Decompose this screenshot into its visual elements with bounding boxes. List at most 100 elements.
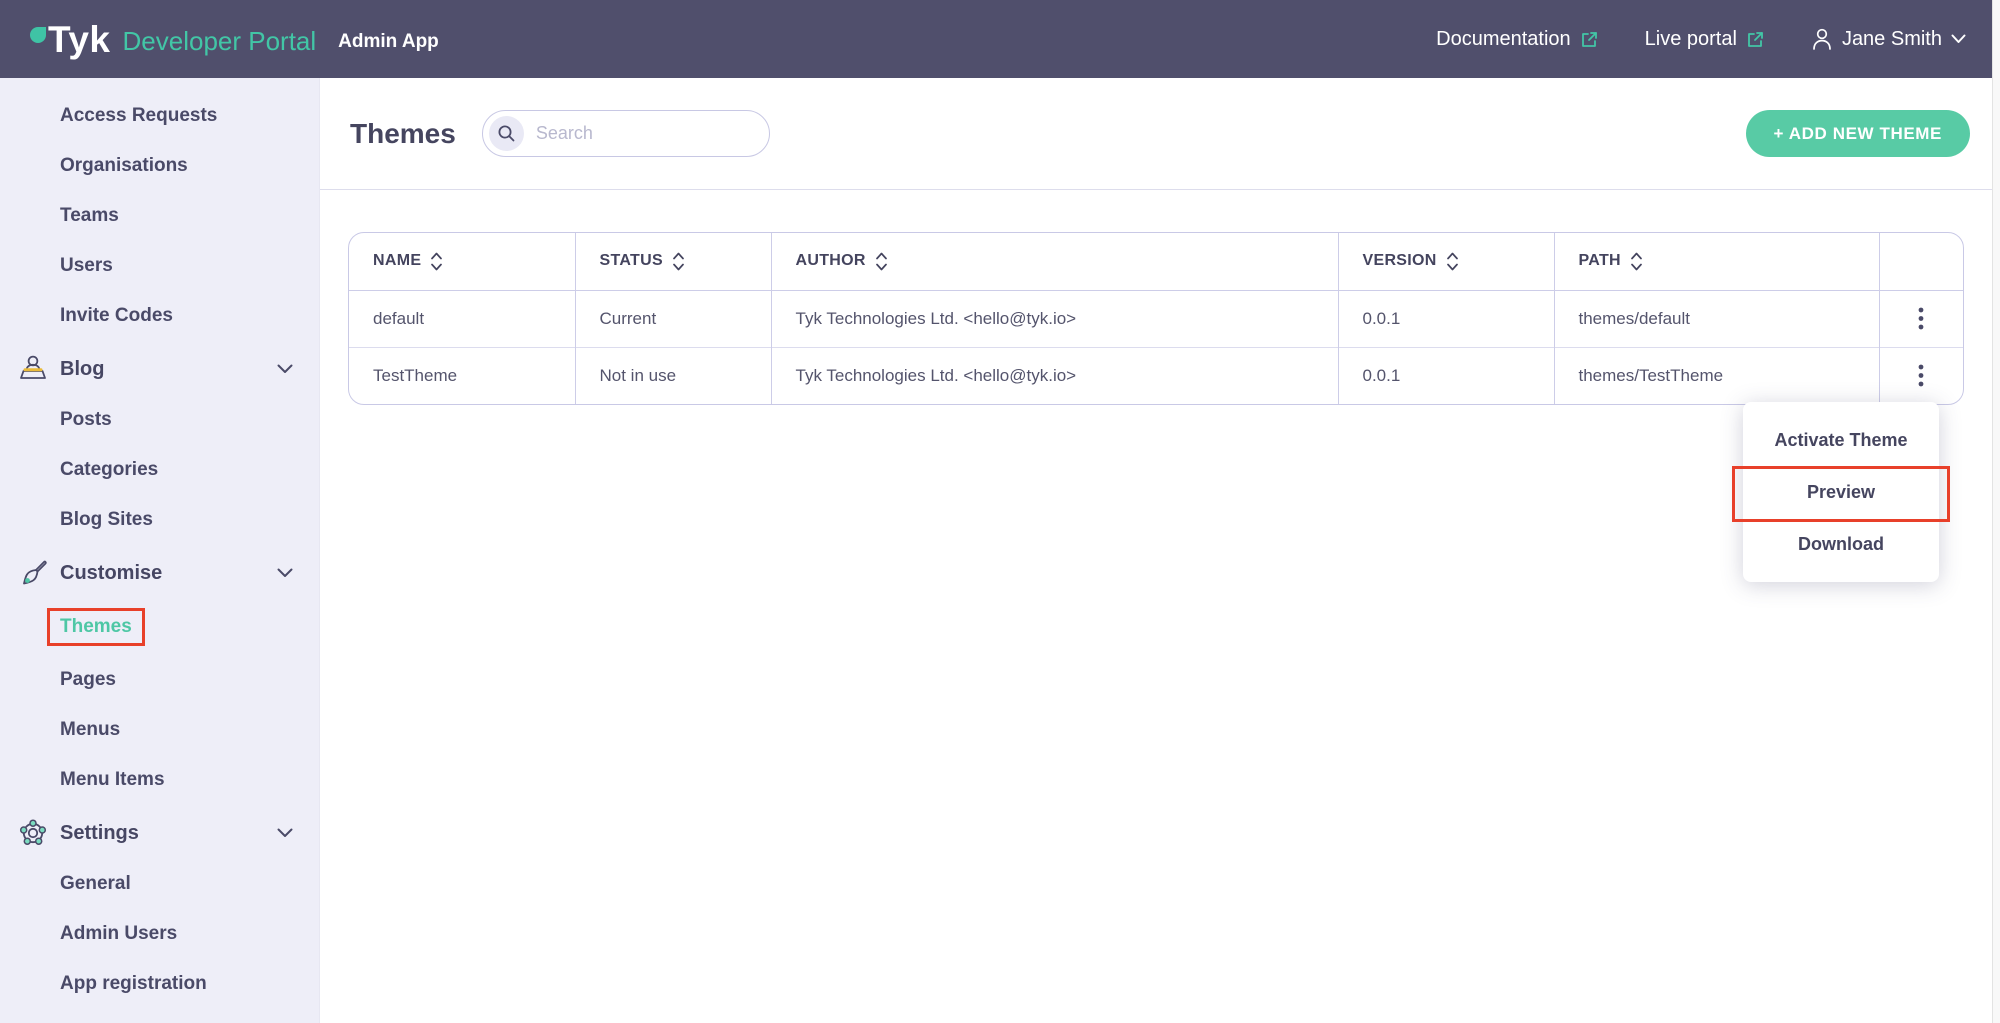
page-header: Themes + ADD NEW THEME (320, 78, 2000, 190)
sidebar-item-label: Posts (60, 409, 112, 430)
sidebar-item-teams[interactable]: Teams (0, 191, 319, 241)
column-label: PATH (1578, 252, 1621, 270)
user-menu[interactable]: Jane Smith (1811, 27, 1966, 51)
menu-item-activate-theme[interactable]: Activate Theme (1774, 429, 1908, 450)
sidebar-section-blog[interactable]: Blog (0, 343, 319, 395)
sidebar-section-label: Settings (60, 821, 139, 844)
sidebar-item-organisations[interactable]: Organisations (0, 141, 319, 191)
kebab-menu-icon (1918, 364, 1924, 387)
sort-icon (1446, 252, 1458, 271)
sidebar-item-app-registration[interactable]: App registration (0, 959, 319, 1009)
search-input[interactable] (535, 123, 736, 144)
sidebar-section-label: Blog (60, 357, 105, 380)
sidebar-item-label: Menus (60, 719, 121, 740)
sidebar-item-menu-items[interactable]: Menu Items (0, 755, 319, 805)
cell-name: TestTheme (349, 346, 576, 404)
themes-active-annotation: Themes (47, 608, 145, 646)
live-portal-link[interactable]: Live portal (1645, 28, 1765, 51)
page-title: Themes (350, 117, 456, 149)
cell-author: Tyk Technologies Ltd. <hello@tyk.io> (771, 346, 1339, 404)
chevron-down-icon (277, 828, 293, 837)
table-row: default Current Tyk Technologies Ltd. <h… (349, 289, 1963, 347)
column-header-status[interactable]: STATUS (575, 233, 772, 291)
cell-version: 0.0.1 (1338, 289, 1555, 347)
add-new-theme-button[interactable]: + ADD NEW THEME (1745, 110, 1970, 157)
sort-icon (673, 252, 684, 271)
live-portal-label: Live portal (1644, 27, 1737, 50)
cell-name: default (349, 289, 576, 347)
chevron-down-icon (277, 364, 293, 373)
cell-path: themes/default (1554, 289, 1880, 347)
sidebar-item-label: Teams (60, 205, 119, 226)
sidebar-item-label: Admin Users (60, 923, 178, 944)
column-header-version[interactable]: VERSION (1338, 233, 1555, 291)
vertical-scrollbar[interactable] (1992, 0, 2000, 1023)
sidebar-section-settings[interactable]: Settings (0, 807, 319, 859)
main-content: Themes + ADD NEW THEME NAME STATUS AUTHO… (320, 78, 2000, 1023)
top-header: Tyk Developer Portal Admin App Documenta… (0, 0, 2000, 78)
sidebar-section-customise[interactable]: Customise (0, 547, 319, 599)
sidebar-item-label: Menu Items (60, 769, 165, 790)
column-header-path[interactable]: PATH (1554, 233, 1880, 291)
sidebar-item-label: Blog Sites (60, 509, 153, 530)
table-header-row: NAME STATUS AUTHOR VERSION PATH (349, 233, 1963, 291)
sidebar-item-label: Organisations (60, 155, 188, 176)
sidebar-item-admin-users[interactable]: Admin Users (0, 909, 319, 959)
sidebar-item-label: Access Requests (60, 105, 218, 126)
sidebar-item-label: Categories (60, 459, 159, 480)
external-link-icon (1748, 31, 1763, 47)
sort-icon (431, 252, 443, 271)
sort-icon (875, 252, 887, 271)
sidebar-item-access-requests[interactable]: Access Requests (0, 91, 319, 141)
documentation-link[interactable]: Documentation (1436, 28, 1599, 51)
sidebar-item-themes[interactable]: Themes (0, 599, 319, 655)
sidebar-item-label: Invite Codes (60, 305, 173, 326)
cell-version: 0.0.1 (1338, 346, 1555, 404)
sidebar-item-blog-sites[interactable]: Blog Sites (0, 495, 319, 545)
table-row: TestTheme Not in use Tyk Technologies Lt… (349, 346, 1963, 404)
tyk-leaf-icon (30, 26, 46, 43)
row-actions-button[interactable] (1904, 299, 1938, 338)
kebab-menu-icon (1918, 307, 1924, 330)
documentation-label: Documentation (1436, 27, 1571, 50)
search-field (481, 110, 770, 157)
column-label: STATUS (599, 252, 663, 270)
user-name: Jane Smith (1841, 27, 1942, 50)
sidebar-item-pages[interactable]: Pages (0, 655, 319, 705)
sidebar-item-menus[interactable]: Menus (0, 705, 319, 755)
cell-status: Not in use (575, 346, 772, 404)
column-header-name[interactable]: NAME (349, 233, 576, 291)
column-label: AUTHOR (795, 252, 866, 270)
themes-table: NAME STATUS AUTHOR VERSION PATH default … (348, 232, 1964, 405)
product-name: Developer Portal (122, 25, 317, 56)
cell-status: Current (575, 289, 772, 347)
sidebar-item-categories[interactable]: Categories (0, 445, 319, 495)
column-header-actions (1879, 233, 1963, 291)
cell-author: Tyk Technologies Ltd. <hello@tyk.io> (771, 289, 1339, 347)
sidebar-item-general[interactable]: General (0, 859, 319, 909)
app-label: Admin App (338, 31, 439, 52)
sidebar-item-users[interactable]: Users (0, 241, 319, 291)
paintbrush-icon (23, 560, 47, 585)
sidebar-section-label: Customise (60, 561, 163, 584)
sidebar-item-invite-codes[interactable]: Invite Codes (0, 291, 319, 341)
gear-icon (19, 819, 47, 845)
search-icon (498, 125, 515, 142)
column-header-author[interactable]: AUTHOR (771, 233, 1339, 291)
search-icon-circle (488, 116, 524, 151)
sidebar: Access Requests Organisations Teams User… (0, 78, 320, 1023)
column-label: VERSION (1362, 252, 1437, 270)
sidebar-item-posts[interactable]: Posts (0, 395, 319, 445)
blogger-icon (20, 355, 46, 379)
external-link-icon (1581, 31, 1597, 47)
chevron-down-icon (277, 568, 293, 577)
row-actions-button[interactable] (1904, 356, 1938, 395)
menu-item-download[interactable]: Download (1798, 533, 1884, 554)
sidebar-item-label: General (60, 873, 131, 894)
column-label: NAME (373, 252, 422, 270)
chevron-down-icon (1951, 34, 1966, 43)
logo-text: Tyk (48, 18, 111, 60)
menu-item-preview[interactable]: Preview (1806, 481, 1876, 502)
row-actions-menu: Activate Theme Preview Download (1743, 402, 1939, 582)
tyk-logo[interactable]: Tyk Developer Portal (30, 21, 316, 58)
